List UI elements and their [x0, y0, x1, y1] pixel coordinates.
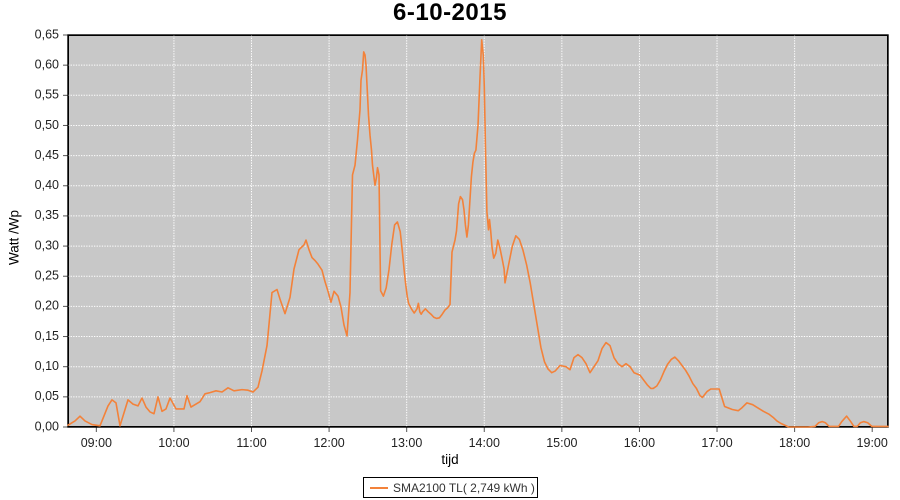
svg-text:0,45: 0,45 [35, 148, 59, 162]
svg-text:10:00: 10:00 [158, 436, 189, 450]
svg-text:0,50: 0,50 [35, 118, 59, 132]
svg-text:14:00: 14:00 [469, 436, 500, 450]
svg-text:11:00: 11:00 [236, 436, 266, 450]
svg-text:16:00: 16:00 [624, 436, 655, 450]
svg-text:0,40: 0,40 [35, 178, 59, 192]
svg-text:0,20: 0,20 [35, 299, 59, 313]
svg-text:18:00: 18:00 [779, 436, 810, 450]
svg-text:15:00: 15:00 [546, 436, 577, 450]
svg-text:0,25: 0,25 [35, 269, 59, 283]
svg-text:0,55: 0,55 [35, 88, 59, 102]
svg-text:0,30: 0,30 [35, 238, 59, 252]
svg-text:0,65: 0,65 [35, 27, 59, 41]
svg-text:19:00: 19:00 [857, 436, 888, 450]
svg-text:13:00: 13:00 [391, 436, 422, 450]
svg-text:0,05: 0,05 [35, 389, 59, 403]
svg-text:0,35: 0,35 [35, 208, 59, 222]
svg-text:0,10: 0,10 [35, 359, 59, 373]
svg-text:12:00: 12:00 [313, 436, 344, 450]
svg-text:0,15: 0,15 [35, 329, 59, 343]
svg-text:0,00: 0,00 [35, 419, 59, 433]
svg-text:09:00: 09:00 [81, 436, 112, 450]
svg-text:0,60: 0,60 [35, 57, 59, 71]
svg-text:17:00: 17:00 [701, 436, 732, 450]
